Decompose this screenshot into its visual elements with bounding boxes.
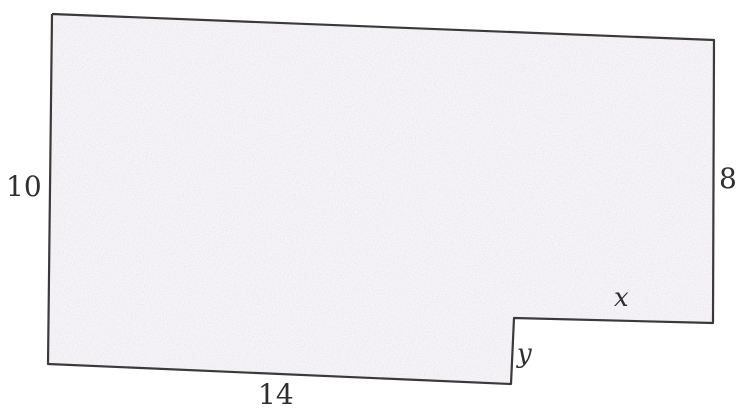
label-bottom-side: 14	[258, 378, 294, 411]
label-notch-horizontal: x	[614, 283, 629, 313]
shape-texture	[48, 14, 714, 384]
label-notch-vertical: y	[516, 339, 532, 369]
label-left-side: 10	[6, 170, 42, 203]
label-right-side: 8	[719, 162, 737, 195]
shape-outline	[46, 12, 716, 386]
